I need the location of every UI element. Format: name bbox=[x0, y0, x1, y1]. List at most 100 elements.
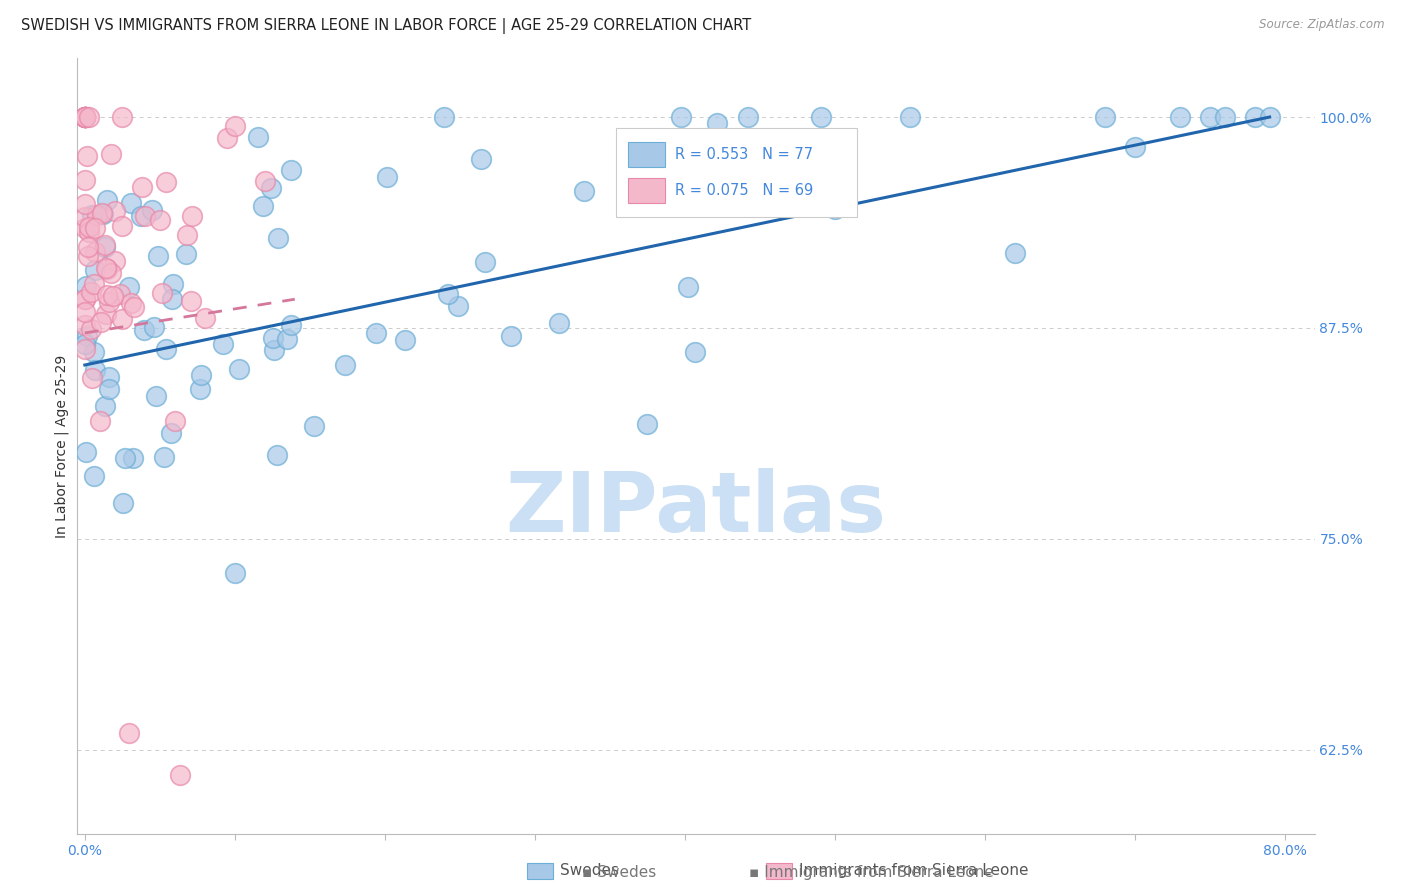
Point bbox=[671, 110, 693, 124]
Point bbox=[810, 110, 832, 124]
Point bbox=[104, 254, 127, 268]
Point bbox=[118, 726, 141, 740]
Point bbox=[111, 311, 134, 326]
Bar bbox=[766, 863, 792, 879]
Point bbox=[375, 170, 398, 185]
Point bbox=[129, 209, 152, 223]
Point bbox=[94, 238, 117, 252]
Point bbox=[228, 361, 250, 376]
Point bbox=[77, 225, 100, 239]
Text: ▪ Immigrants from Sierra Leone: ▪ Immigrants from Sierra Leone bbox=[749, 865, 994, 880]
Point bbox=[83, 221, 105, 235]
Point bbox=[96, 288, 118, 302]
Point bbox=[155, 342, 177, 356]
Point bbox=[114, 451, 136, 466]
Point bbox=[96, 261, 118, 276]
Point bbox=[82, 371, 104, 385]
Text: Swedes: Swedes bbox=[560, 863, 619, 878]
Point bbox=[676, 280, 699, 294]
Point bbox=[75, 278, 97, 293]
Point bbox=[433, 110, 456, 124]
Point bbox=[77, 219, 100, 234]
Point bbox=[155, 175, 177, 189]
Point bbox=[132, 323, 155, 337]
Point bbox=[83, 277, 105, 292]
Point bbox=[134, 209, 156, 223]
Text: R = 0.075   N = 69: R = 0.075 N = 69 bbox=[675, 183, 813, 198]
Point bbox=[83, 263, 105, 277]
Point bbox=[224, 119, 246, 133]
Point bbox=[224, 566, 246, 580]
Point bbox=[253, 174, 276, 188]
Point bbox=[94, 399, 117, 413]
FancyBboxPatch shape bbox=[628, 178, 665, 203]
Point bbox=[73, 110, 96, 124]
Point bbox=[104, 203, 127, 218]
Point bbox=[149, 213, 172, 227]
Point bbox=[1004, 246, 1026, 260]
Point bbox=[100, 266, 122, 280]
Point bbox=[146, 249, 169, 263]
Point bbox=[73, 342, 96, 356]
Text: R = 0.553   N = 77: R = 0.553 N = 77 bbox=[675, 146, 813, 161]
Point bbox=[73, 110, 96, 124]
Point bbox=[73, 110, 96, 124]
Point bbox=[169, 768, 191, 782]
Point bbox=[574, 184, 596, 198]
Point bbox=[162, 277, 184, 291]
Point bbox=[76, 328, 98, 343]
Point bbox=[131, 179, 153, 194]
Point bbox=[79, 110, 101, 124]
Point bbox=[180, 293, 202, 308]
Point bbox=[75, 173, 97, 187]
Point bbox=[267, 231, 290, 245]
Point bbox=[141, 202, 163, 217]
Point bbox=[160, 292, 183, 306]
Point bbox=[145, 389, 167, 403]
Point bbox=[118, 279, 141, 293]
Point bbox=[79, 322, 101, 336]
Point bbox=[89, 414, 111, 428]
Point bbox=[246, 129, 269, 144]
Point bbox=[120, 296, 142, 310]
Point bbox=[706, 116, 728, 130]
Point bbox=[636, 417, 658, 432]
Point bbox=[91, 206, 114, 220]
Point bbox=[73, 110, 96, 124]
Point bbox=[73, 210, 96, 224]
Point bbox=[90, 315, 112, 329]
Point bbox=[737, 111, 759, 125]
Point bbox=[194, 310, 217, 325]
Text: ▪ Swedes: ▪ Swedes bbox=[582, 865, 655, 880]
Point bbox=[262, 331, 284, 345]
Point bbox=[103, 289, 125, 303]
Point bbox=[302, 418, 325, 433]
Point bbox=[73, 110, 96, 124]
Point bbox=[100, 146, 122, 161]
Point bbox=[73, 110, 96, 124]
Point bbox=[176, 247, 198, 261]
Point bbox=[73, 110, 96, 124]
Point bbox=[181, 209, 204, 223]
FancyBboxPatch shape bbox=[628, 142, 665, 167]
Point bbox=[1094, 110, 1116, 124]
Point bbox=[73, 110, 96, 124]
Point bbox=[96, 193, 118, 207]
Point bbox=[108, 286, 131, 301]
Point bbox=[335, 358, 357, 372]
Point bbox=[437, 287, 460, 301]
Point bbox=[73, 196, 96, 211]
Point bbox=[548, 316, 571, 330]
Point bbox=[94, 240, 117, 254]
Point bbox=[683, 344, 706, 359]
Point bbox=[260, 181, 283, 195]
Point bbox=[474, 254, 496, 268]
Point bbox=[122, 451, 145, 466]
Point bbox=[83, 344, 105, 359]
Point bbox=[80, 285, 103, 299]
Point bbox=[280, 318, 302, 332]
Point bbox=[77, 249, 100, 263]
Point bbox=[280, 162, 302, 177]
Bar bbox=[527, 863, 553, 879]
Point bbox=[82, 208, 104, 222]
